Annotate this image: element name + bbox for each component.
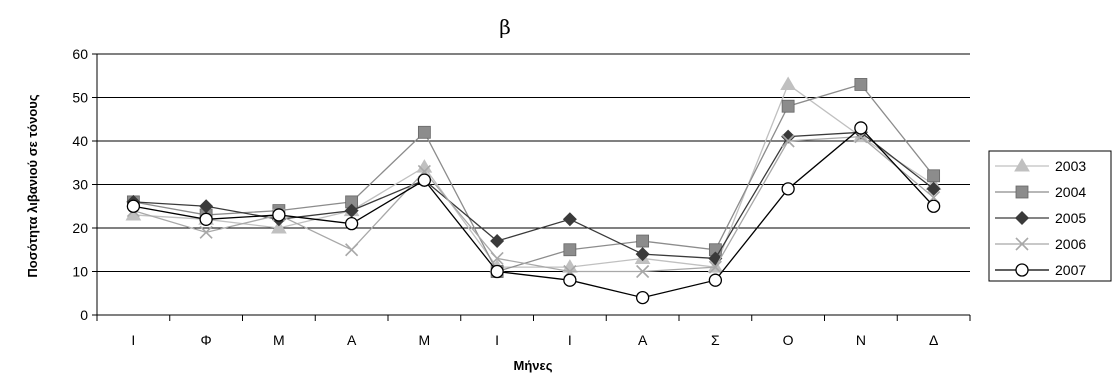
data-point-2006 — [636, 264, 650, 279]
legend-marker — [1015, 237, 1029, 251]
data-point-2006 — [490, 251, 504, 266]
x-axis-title: Μήνες — [514, 358, 553, 373]
x-tick-label: Ι — [131, 332, 135, 348]
x-tick-label: Α — [347, 332, 357, 348]
legend-entry-2004: 2004 — [995, 184, 1086, 200]
series-2004 — [126, 78, 941, 278]
y-tick-label: 40 — [72, 133, 88, 149]
marker-stroke — [708, 260, 722, 274]
data-point-2003 — [780, 76, 796, 90]
data-point-2007 — [708, 273, 723, 287]
marker-stroke — [199, 225, 213, 239]
series-2006 — [126, 130, 941, 279]
data-point-2004 — [636, 234, 650, 248]
data-point-2006 — [199, 225, 213, 239]
series-line-2005 — [133, 131, 935, 260]
legend-entry-2006: 2006 — [995, 236, 1086, 252]
data-point-2007 — [199, 212, 213, 226]
series-2007 — [126, 121, 941, 305]
data-point-2007 — [926, 199, 941, 213]
legend-label: 2003 — [1055, 158, 1086, 174]
legend-entry-2005: 2005 — [995, 210, 1086, 226]
series-line-2003 — [133, 83, 934, 268]
data-point-2005 — [344, 203, 359, 218]
series-line-2007 — [133, 127, 935, 299]
data-point-2007 — [126, 199, 141, 213]
y-tick-label: 0 — [80, 307, 88, 323]
x-tick-label: Σ — [711, 332, 720, 348]
data-point-2007 — [272, 208, 286, 222]
data-point-2007 — [344, 216, 359, 231]
marker-stroke — [636, 264, 650, 279]
legend-marker — [1015, 211, 1029, 225]
data-point-2004 — [417, 125, 431, 139]
legend-entry-2003: 2003 — [995, 158, 1086, 174]
marker-stroke — [345, 243, 359, 257]
data-point-2005 — [926, 181, 941, 196]
x-tick-label: Ι — [495, 332, 499, 348]
legend-box — [988, 150, 1112, 282]
x-tick-label: Ν — [856, 332, 866, 348]
data-point-2007 — [417, 173, 432, 187]
legend-label: 2007 — [1055, 262, 1086, 278]
x-tick-label: Ι — [568, 332, 572, 348]
series-line-2006 — [133, 135, 935, 273]
y-tick-label: 30 — [72, 177, 88, 193]
data-point-2007 — [490, 264, 504, 279]
data-point-2004 — [854, 78, 868, 91]
legend-marker — [1015, 263, 1029, 277]
legend: 2003 2004 2005 2006 2007 — [988, 150, 1112, 282]
data-point-2003 — [271, 220, 287, 234]
x-tick-label: Δ — [929, 332, 938, 348]
legend-marker — [1015, 185, 1029, 199]
data-point-2006 — [781, 134, 795, 148]
legend-label: 2004 — [1055, 184, 1086, 200]
y-tick-label: 20 — [72, 220, 88, 236]
x-tick-label: Μ — [273, 332, 285, 348]
data-point-2006 — [345, 243, 359, 257]
y-tick-label: 50 — [72, 90, 88, 106]
series-line-2004 — [133, 83, 935, 273]
axes: 0 10 20 30 40 50 60 Ι Φ Μ Α Μ Ι Ι Α Σ Ο Ν Δ — [72, 46, 971, 348]
data-point-2007 — [854, 121, 868, 135]
marker-stroke — [490, 251, 504, 266]
x-tick-label: Α — [638, 332, 648, 348]
data-point-2005 — [490, 234, 505, 249]
data-point-2005 — [635, 247, 650, 262]
x-tick-label: Φ — [201, 332, 212, 348]
data-point-2004 — [927, 169, 941, 183]
data-point-2006 — [708, 260, 722, 274]
series-2005 — [126, 125, 941, 266]
legend-marker — [1014, 158, 1030, 172]
y-axis-title: Ποσότητα λιβανιού σε τόνους — [25, 94, 40, 277]
data-point-2005 — [199, 199, 214, 214]
chart-title: β — [499, 15, 511, 39]
data-point-2004 — [563, 243, 577, 257]
data-point-2007 — [781, 182, 795, 196]
gridlines — [97, 53, 970, 272]
x-tick-label: Ο — [783, 332, 794, 348]
data-point-2007 — [635, 290, 650, 305]
legend-label: 2005 — [1055, 210, 1086, 226]
series-2003 — [125, 76, 942, 273]
series-group — [125, 76, 942, 305]
y-tick-label: 60 — [72, 46, 88, 62]
marker-stroke — [1015, 237, 1029, 251]
legend-label: 2006 — [1055, 236, 1086, 252]
data-point-2007 — [563, 273, 577, 287]
marker-stroke — [781, 134, 795, 148]
x-tick-label: Μ — [419, 332, 431, 348]
data-point-2004 — [781, 99, 795, 113]
data-point-2005 — [562, 212, 577, 227]
legend-entry-2007: 2007 — [995, 262, 1086, 278]
y-tick-label: 10 — [72, 264, 88, 280]
